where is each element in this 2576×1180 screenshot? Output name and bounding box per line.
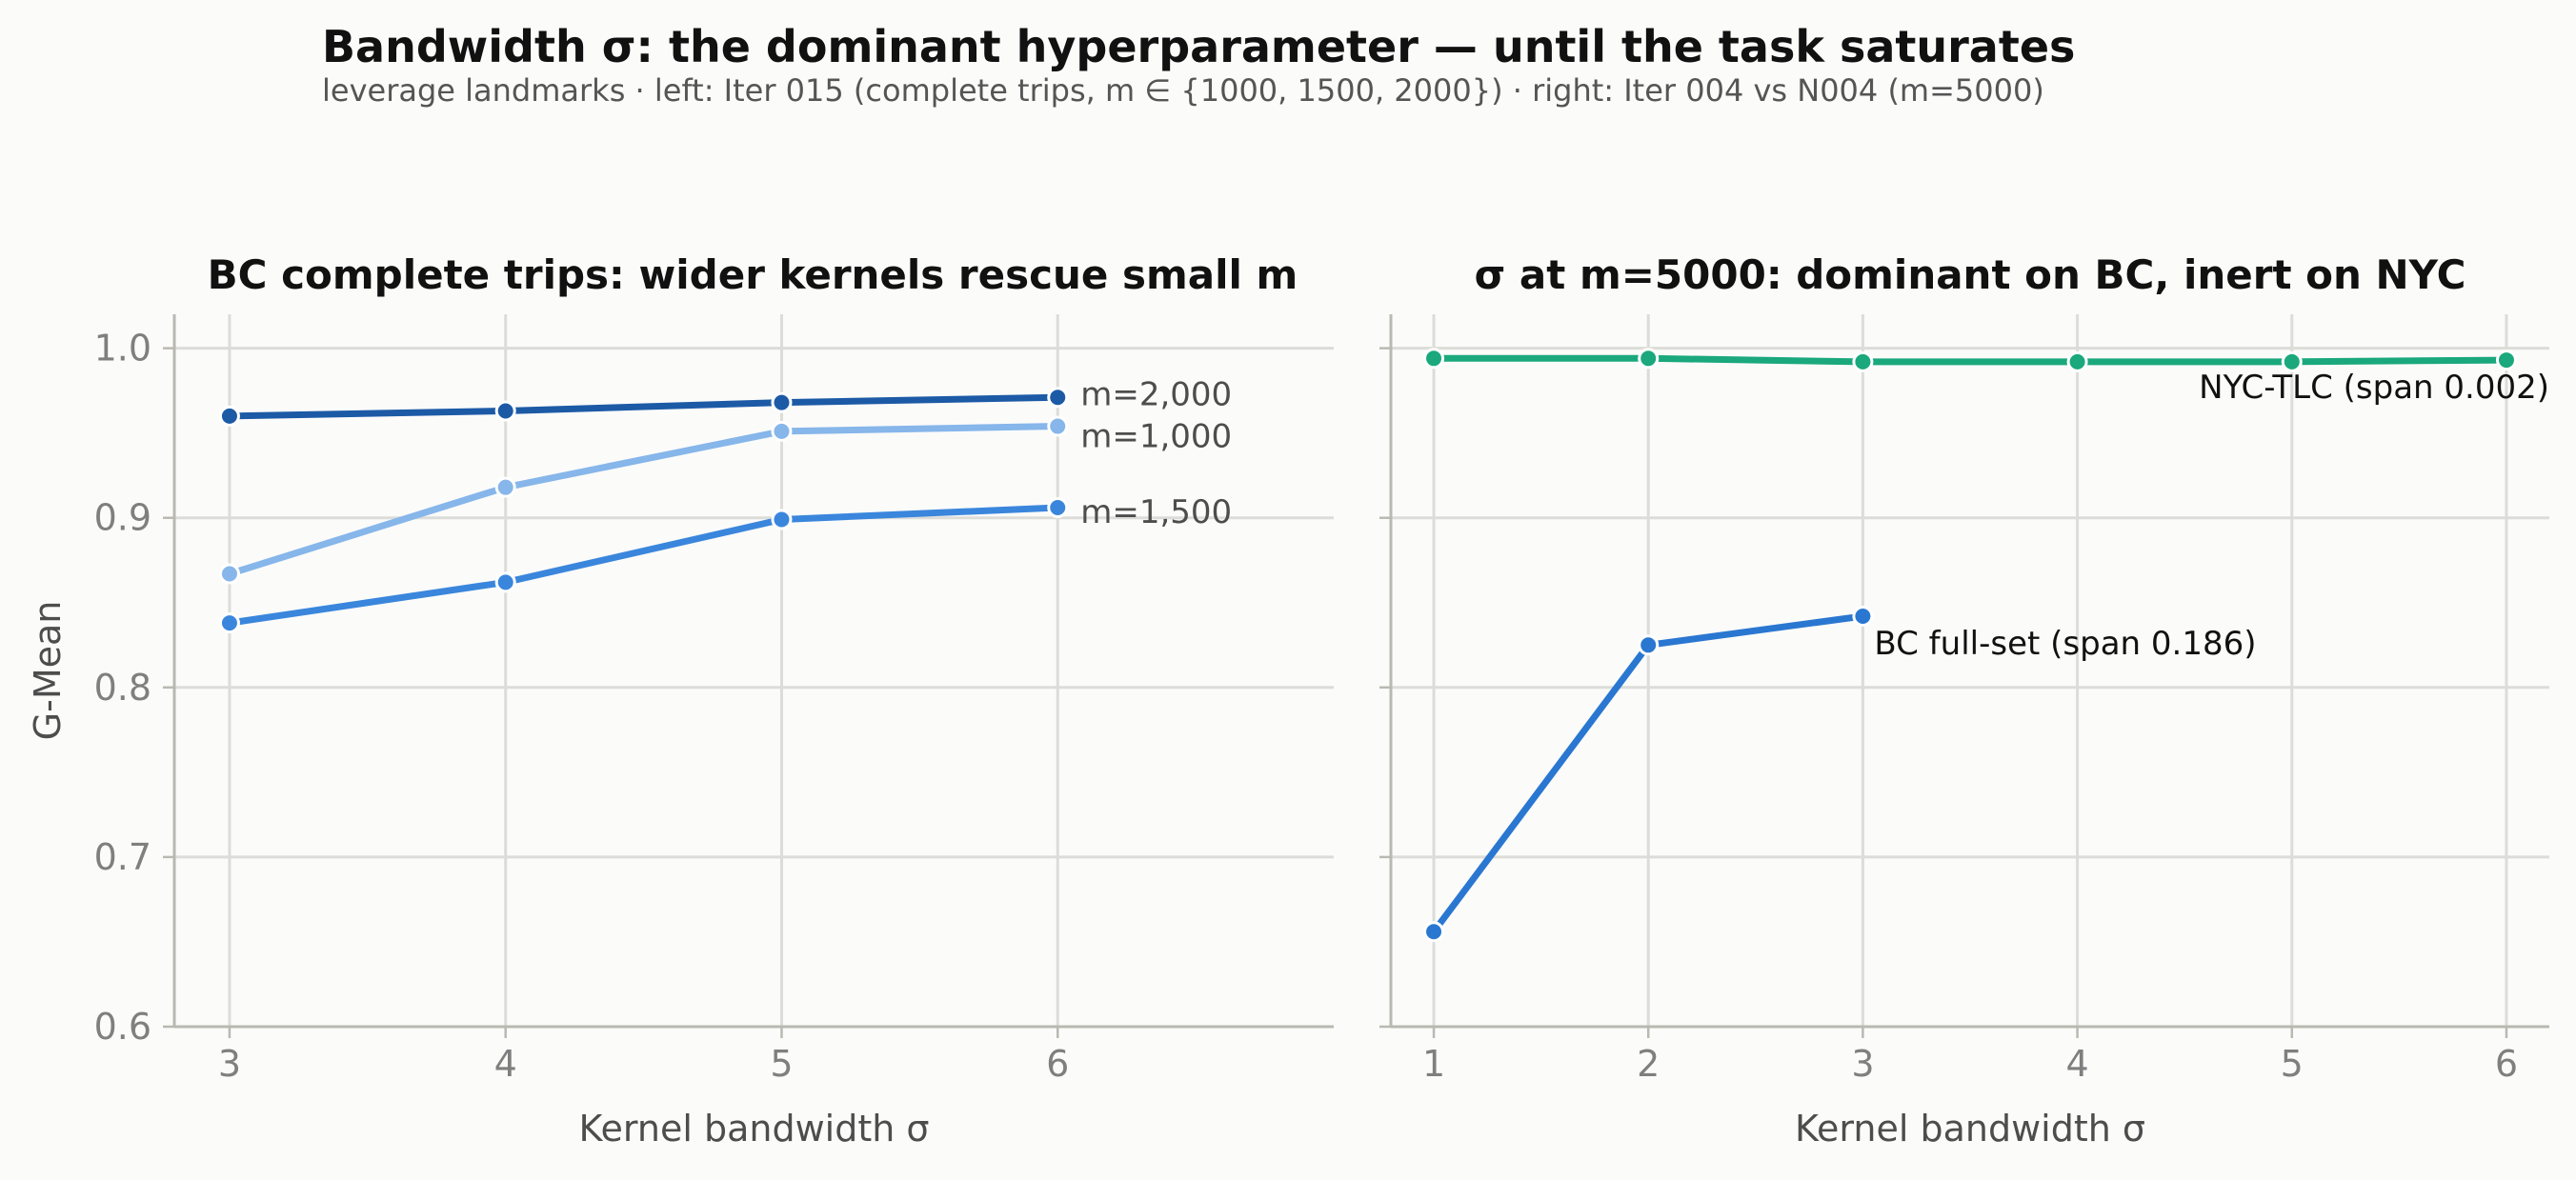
data-point <box>2495 350 2517 371</box>
data-point <box>1852 606 1874 628</box>
data-point <box>1047 497 1069 519</box>
series-3: m=1,500 <box>218 493 1232 634</box>
x-tick-label: 5 <box>2281 1043 2304 1085</box>
y-tick-label: 0.7 <box>94 836 151 878</box>
series-2: m=1,000 <box>218 415 1232 585</box>
y-tick-label: 0.8 <box>94 667 151 709</box>
y-tick-label: 0.6 <box>94 1006 151 1048</box>
data-point <box>494 571 516 593</box>
series-1: NYC-TLC (span 0.002) <box>1423 348 2549 407</box>
y-axis-label: G-Mean <box>27 601 69 741</box>
data-point <box>2066 350 2088 372</box>
series-label: m=2,000 <box>1080 375 1232 413</box>
x-axis-label: Kernel bandwidth σ <box>579 1108 930 1150</box>
series-line <box>226 393 1061 420</box>
data-point <box>218 563 240 585</box>
series-label: m=1,000 <box>1080 418 1232 456</box>
series-1: m=2,000 <box>218 375 1232 427</box>
y-tick-label: 1.0 <box>94 328 151 370</box>
x-axis-label: Kernel bandwidth σ <box>1795 1108 2145 1150</box>
data-point <box>1047 415 1069 437</box>
series-line <box>1430 354 2510 366</box>
data-point <box>771 391 793 413</box>
data-point <box>1638 348 1660 370</box>
x-tick-label: 4 <box>494 1043 517 1085</box>
data-point <box>1852 350 1874 372</box>
data-point <box>218 405 240 427</box>
panel-title: BC complete trips: wider kernels rescue … <box>208 251 1298 298</box>
series-line <box>226 504 1061 627</box>
figure-subtitle: leverage landmarks · left: Iter 015 (com… <box>322 72 2044 109</box>
data-point <box>1638 634 1660 656</box>
figure-title: Bandwidth σ: the dominant hyperparameter… <box>322 21 2076 72</box>
series-2: BC full-set (span 0.186) <box>1423 606 2256 943</box>
x-tick-label: 1 <box>1422 1043 1445 1085</box>
x-tick-label: 3 <box>218 1043 241 1085</box>
left-panel: 0.6 0.7 0.8 0.9 1.0 3 4 5 6 BC complete trips: wi… <box>27 251 1334 1150</box>
right-panel: 1 2 3 4 5 6 σ at m=5000: dominant on BC, inert… <box>1379 251 2549 1150</box>
data-point <box>2281 350 2303 372</box>
data-point <box>1047 387 1069 409</box>
series-label: m=1,500 <box>1080 493 1232 531</box>
y-tick-label: 0.9 <box>94 497 151 539</box>
series-line <box>226 423 1061 577</box>
x-tick-label: 2 <box>1637 1043 1660 1085</box>
panel-title: σ at m=5000: dominant on BC, inert on NY… <box>1475 251 2466 298</box>
x-tick-label: 5 <box>770 1043 793 1085</box>
x-tick-label: 3 <box>1851 1043 1874 1085</box>
x-tick-label: 6 <box>1046 1043 1069 1085</box>
data-point <box>494 400 516 422</box>
x-tick-label: 6 <box>2495 1043 2518 1085</box>
data-point <box>771 420 793 442</box>
x-tick-label: 4 <box>2065 1043 2088 1085</box>
data-point <box>218 612 240 634</box>
data-point <box>494 476 516 498</box>
data-point <box>771 509 793 530</box>
series-label: BC full-set (span 0.186) <box>1874 625 2256 663</box>
data-point <box>1423 348 1445 370</box>
data-point <box>1423 921 1445 943</box>
series-label: NYC-TLC (span 0.002) <box>2199 369 2549 407</box>
